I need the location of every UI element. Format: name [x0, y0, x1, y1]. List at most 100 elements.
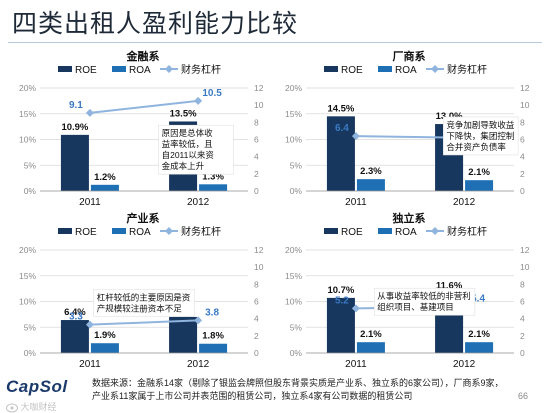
legend-label-roe: ROE [75, 65, 97, 76]
y2-tick-label: 4 [520, 314, 525, 324]
chart-legend: ROE ROA 财务杠杆 [58, 225, 221, 238]
legend-swatch-roe [324, 228, 338, 234]
watermark-icon [6, 403, 18, 413]
x-tick-label: 2012 [187, 197, 210, 208]
annotation-background [93, 288, 195, 317]
chart-panel: 金融系 ROE ROA 财务杠杆 0% 5% 10% 15% 20% 0 2 4 6 8 10 12 10.9%… [19, 49, 264, 208]
x-tick-label: 2012 [187, 359, 210, 370]
data-label-roe: 10.9% [61, 122, 88, 133]
annotation-line: 合并资产负债率 [446, 142, 506, 152]
y2-tick-label: 12 [254, 245, 264, 255]
y2-tick-label: 2 [520, 169, 525, 179]
leverage-point [194, 316, 203, 325]
legend-marker-leverage [165, 65, 173, 73]
data-label-roe: 13.0% [436, 111, 463, 122]
leverage-point [194, 96, 203, 105]
data-label-roe: 14.5% [327, 103, 354, 114]
y2-tick-label: 0 [520, 186, 525, 196]
y-tick-label: 5% [290, 322, 303, 332]
legend-swatch-roa [112, 66, 126, 72]
chart-title: 独立系 [392, 211, 426, 225]
x-tick-label: 2011 [79, 197, 101, 208]
data-source-note: 数据来源：金融系14家（剔除了银监会牌照但股东背景实质是产业系、独立系的6家公司… [92, 378, 504, 401]
y-tick-label: 20% [285, 83, 302, 93]
y2-tick-label: 6 [254, 135, 259, 145]
legend-swatch-roe [324, 66, 338, 72]
bar-roa [465, 342, 494, 353]
chart-title: 厂商系 [393, 49, 426, 63]
y2-tick-label: 0 [254, 186, 259, 196]
legend-label-leverage: 财务杠杆 [447, 225, 487, 238]
y-tick-label: 0% [290, 348, 303, 358]
data-label-leverage: 9.1 [69, 100, 83, 111]
leverage-line [89, 99, 199, 114]
leverage-line [89, 319, 199, 326]
x-tick-label: 2012 [453, 359, 476, 370]
y-tick-label: 20% [19, 245, 36, 255]
data-label-leverage: 10.5 [202, 88, 222, 99]
legend-marker-leverage [165, 227, 173, 235]
y-tick-label: 10% [19, 297, 36, 307]
data-label-roe: 13.5% [170, 108, 197, 119]
x-tick-label: 2011 [79, 359, 101, 370]
y-tick-label: 10% [285, 297, 302, 307]
y-tick-label: 5% [290, 160, 303, 170]
y2-tick-label: 12 [520, 245, 530, 255]
legend-swatch-roe [58, 228, 72, 234]
y2-tick-label: 8 [254, 117, 259, 127]
data-label-leverage: 3.8 [205, 307, 219, 318]
y-tick-label: 5% [24, 322, 37, 332]
legend-swatch-roa [378, 66, 392, 72]
annotation-line: 原因是总体收 [162, 128, 214, 138]
data-label-roa: 2.1% [468, 167, 490, 178]
chart-panel: 独立系 ROE ROA 财务杠杆 0% 5% 10% 15% 20% 0 2 4 6 8 10 12 10.7%… [285, 211, 530, 370]
data-label-roa: 1.8% [202, 331, 224, 342]
y2-tick-label: 2 [520, 331, 525, 341]
annotation-line: 杠杆较低的主要原因是资 [97, 292, 191, 302]
page-number: 66 [518, 391, 529, 401]
legend-label-roa: ROA [129, 65, 151, 76]
legend-marker-leverage [431, 65, 439, 73]
data-label-leverage: 5.2 [335, 295, 349, 306]
chart-title: 产业系 [127, 211, 160, 225]
legend-label-roa: ROA [395, 227, 417, 238]
y2-tick-label: 10 [254, 100, 264, 110]
data-label-roa: 1.3% [202, 171, 224, 182]
legend-swatch-roe [58, 66, 72, 72]
data-label-roa: 1.9% [94, 330, 116, 341]
leverage-point [351, 132, 360, 141]
annotation-line: 组织项目、基建项目 [377, 302, 454, 312]
y-tick-label: 5% [24, 160, 37, 170]
y2-tick-label: 12 [520, 83, 530, 93]
chart-title: 金融系 [126, 49, 160, 63]
y-tick-label: 15% [285, 109, 302, 119]
y-tick-label: 0% [290, 186, 303, 196]
x-tick-label: 2011 [345, 197, 367, 208]
y-tick-label: 10% [285, 135, 302, 145]
data-label-leverage: 3.3 [69, 312, 83, 323]
legend-label-roe: ROE [75, 227, 97, 238]
annotation-line: 金成本上升 [162, 161, 205, 171]
capsol-logo: CapSol [6, 377, 68, 396]
y2-tick-label: 6 [520, 135, 525, 145]
y2-tick-label: 0 [520, 348, 525, 358]
page-title: 四类出租人盈利能力比较 [12, 10, 299, 38]
leverage-point [351, 304, 360, 313]
data-label-leverage: 6.4 [335, 123, 349, 134]
y2-tick-label: 4 [520, 152, 525, 162]
y2-tick-label: 10 [520, 100, 530, 110]
data-label-leverage: 5.4 [471, 294, 485, 305]
x-tick-label: 2012 [453, 197, 476, 208]
y2-tick-label: 8 [254, 279, 259, 289]
y2-tick-label: 2 [254, 169, 259, 179]
y2-tick-label: 6 [520, 297, 525, 307]
annotation-line: 从事收益率较低的非营利 [377, 291, 471, 301]
annotation-line: 益率较低，且 [162, 139, 214, 149]
legend-label-leverage: 财务杠杆 [181, 63, 221, 76]
data-label-roe: 10.7% [327, 285, 354, 296]
chart-legend: ROE ROA 财务杠杆 [324, 63, 487, 76]
y-tick-label: 15% [285, 271, 302, 281]
